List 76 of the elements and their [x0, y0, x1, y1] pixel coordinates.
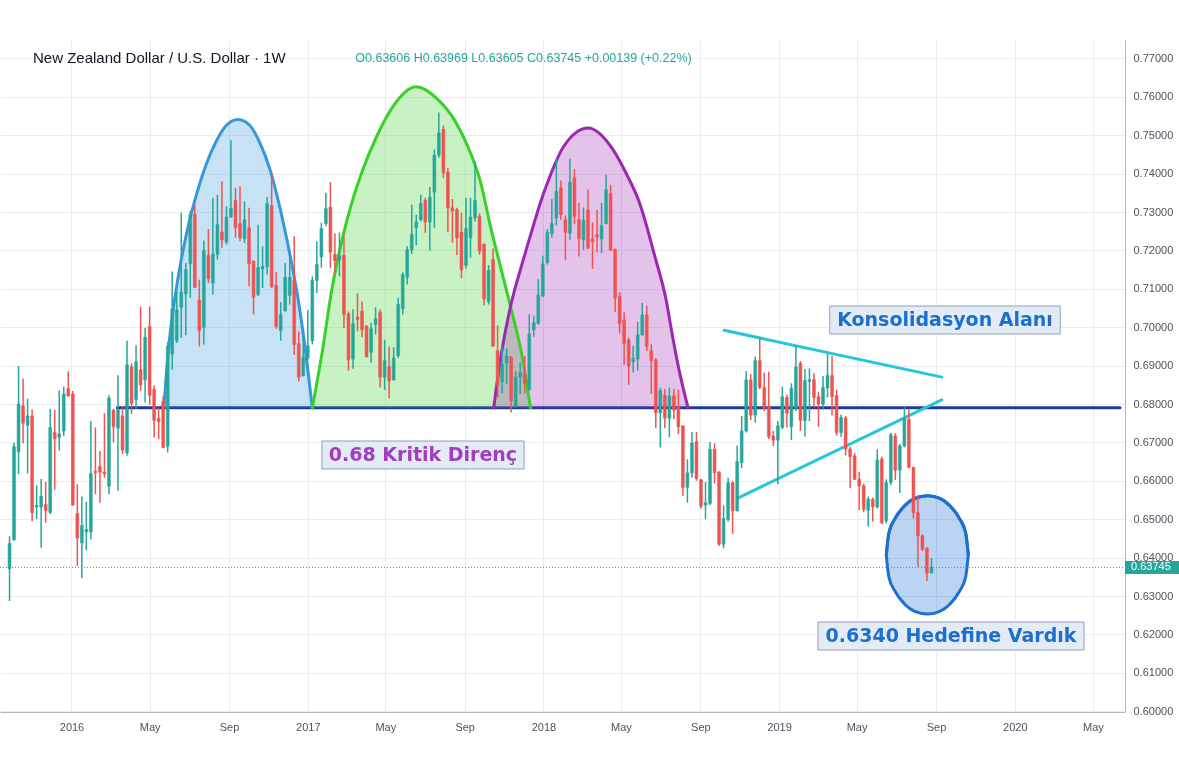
x-tick-label: 2017	[296, 720, 321, 733]
annotation: Konsolidasyon Alanı	[837, 308, 1053, 330]
candlestick	[43, 482, 48, 523]
x-tick-label: Sep	[691, 720, 711, 733]
candlestick	[523, 356, 527, 394]
candlestick	[871, 497, 875, 522]
candlestick	[423, 197, 427, 233]
x-tick-label: Sep	[455, 720, 475, 733]
x-tick-label: 2020	[1003, 720, 1028, 733]
x-tick-label: May	[375, 720, 397, 733]
annotation: 0.6340 Hedefine Vardık	[825, 624, 1077, 646]
candlestick	[111, 408, 116, 443]
candlestick	[599, 202, 604, 254]
candlestick	[419, 194, 423, 222]
candlestick	[337, 232, 342, 277]
candlestick	[93, 427, 98, 495]
x-tick-label: May	[611, 720, 633, 733]
candlestick	[577, 202, 581, 257]
candlestick	[355, 293, 360, 332]
x-tick-label: 2018	[531, 720, 557, 733]
y-tick-label: 0.73000	[1133, 205, 1174, 218]
y-tick-label: 0.60000	[1133, 704, 1174, 717]
candlestick	[369, 322, 373, 363]
text: New Zealand Dollar / U.S. Dollar · 1W	[33, 49, 287, 66]
candlestick	[861, 483, 866, 513]
x-tick-label: Sep	[926, 720, 947, 733]
y-tick-label: 0.76000	[1133, 90, 1174, 103]
candlestick	[663, 389, 667, 429]
y-tick-label: 0.65000	[1133, 512, 1174, 525]
x-tick-label: May	[846, 720, 868, 733]
candlestick	[34, 485, 39, 520]
line-series	[884, 494, 970, 557]
y-tick-label: 0.77000	[1133, 51, 1174, 64]
candlestick	[21, 378, 25, 444]
y-tick-label: 0.75000	[1133, 128, 1174, 141]
candlestick	[138, 306, 143, 392]
y-tick-label: 0.66000	[1133, 474, 1174, 487]
candlestick	[839, 414, 843, 437]
candlestick	[658, 387, 663, 448]
candlestick	[581, 207, 586, 251]
candlestick	[414, 214, 418, 246]
text: O0.63606 H0.63969 L0.63605 C0.63745 +0.00139 (+0.22%)	[355, 51, 692, 65]
y-tick-label: 0.63000	[1133, 589, 1174, 602]
candlestick	[57, 390, 61, 451]
y-tick-label: 0.61000	[1133, 666, 1174, 679]
y-tick-label: 0.69000	[1133, 359, 1174, 372]
y-tick-label: 0.71000	[1133, 282, 1174, 295]
candlestick	[116, 375, 120, 491]
x-tick-label: May	[1082, 720, 1105, 733]
candlestick	[333, 233, 337, 274]
candlestick	[373, 307, 378, 335]
x-tick-label: 2016	[59, 720, 85, 733]
candlestick	[667, 387, 672, 438]
candlestick	[382, 339, 387, 390]
x-tick-label: May	[139, 720, 162, 733]
candlestick	[324, 192, 328, 227]
x-tick-label: 2019	[767, 720, 792, 733]
candlestick	[220, 181, 224, 248]
candlestick	[278, 302, 283, 341]
candlestick	[387, 346, 391, 399]
candlestick	[866, 496, 870, 527]
candlestick	[39, 478, 43, 548]
y-tick-label: 0.72000	[1133, 243, 1174, 256]
candlestick	[25, 398, 30, 474]
y-tick-label: 0.68000	[1133, 397, 1174, 410]
candlestick	[206, 228, 211, 284]
candlestick	[504, 348, 509, 385]
y-tick-label: 0.74000	[1133, 167, 1174, 180]
y-tick-label: 0.62000	[1133, 627, 1174, 640]
y-tick-label: 0.67000	[1133, 435, 1174, 448]
annotation: 0.68 Kritik Direnç	[328, 443, 518, 465]
candlestick	[785, 394, 789, 428]
candlestick	[53, 409, 57, 490]
y-tick-label: 0.70000	[1133, 320, 1174, 333]
x-tick-label: Sep	[219, 720, 240, 733]
candlestick	[242, 201, 247, 243]
